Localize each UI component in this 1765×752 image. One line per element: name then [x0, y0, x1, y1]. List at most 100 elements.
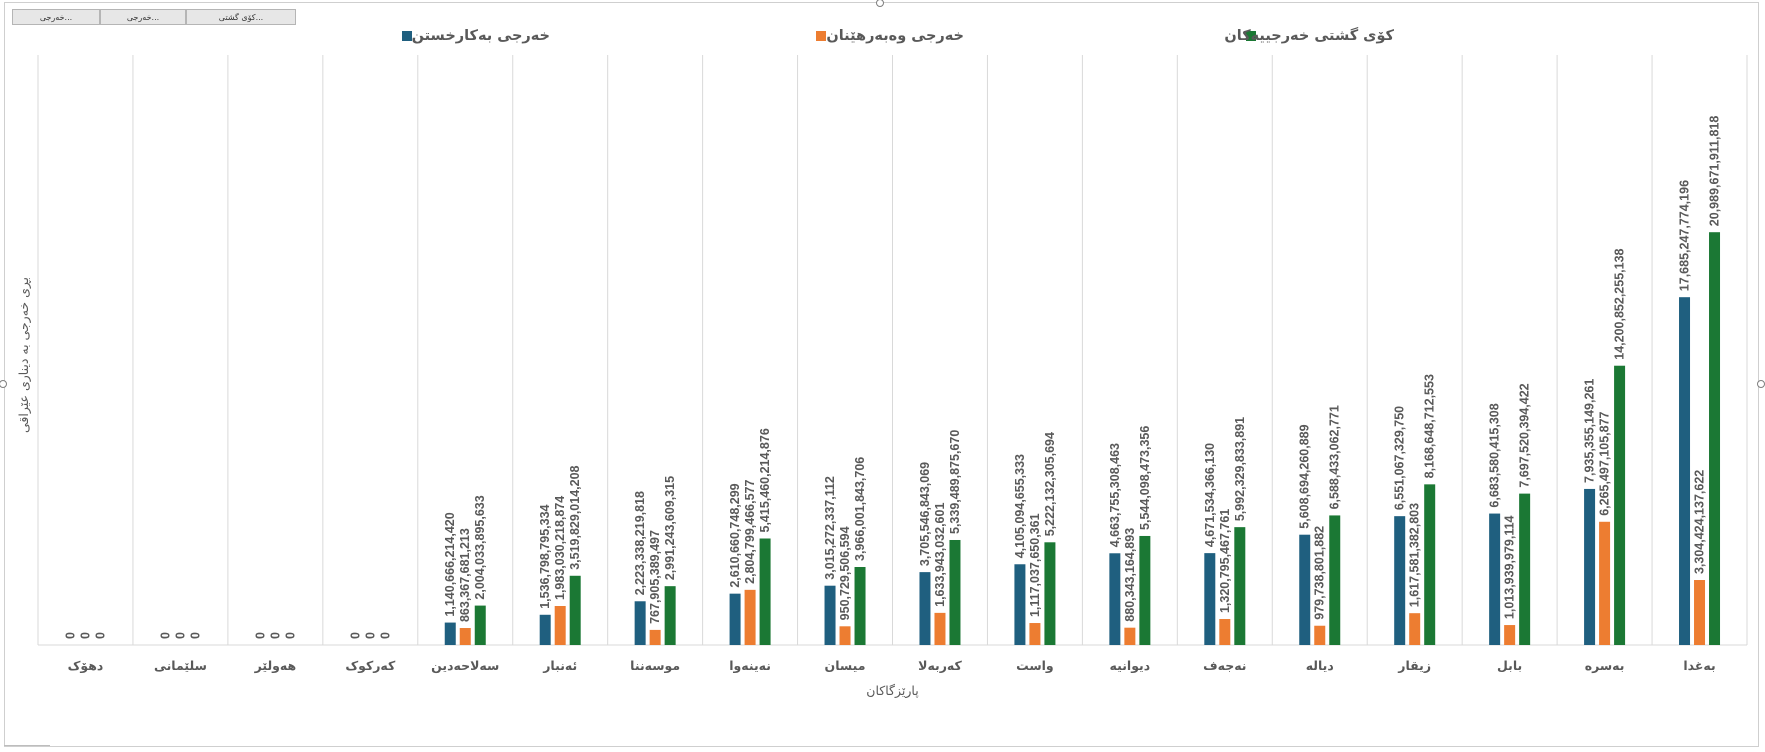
- x-tick-label: میسان: [825, 658, 866, 673]
- bar: [664, 586, 676, 645]
- data-label: 4,671,534,366,130: [1203, 443, 1217, 547]
- resize-handle-top[interactable]: [876, 0, 884, 7]
- data-label: 2,004,033,895,633: [473, 495, 487, 599]
- data-label: 950,729,506,594: [838, 526, 852, 620]
- data-label: 2,223,338,219,818: [633, 491, 647, 595]
- data-label: 14,200,852,255,138: [1613, 248, 1627, 359]
- data-label: 6,265,497,105,877: [1598, 411, 1612, 515]
- bar: [949, 539, 961, 645]
- resize-handle-right[interactable]: [1757, 380, 1765, 388]
- data-label: 1,983,030,218,874: [553, 496, 567, 600]
- bar: [854, 567, 866, 645]
- bar: [1299, 534, 1311, 645]
- legend-swatch: [402, 31, 412, 41]
- data-label: 0: [93, 632, 107, 639]
- field-button-total-expense[interactable]: کۆی گشتی...: [186, 9, 296, 25]
- bar: [1519, 493, 1531, 645]
- data-label: 3,015,272,337,112: [823, 476, 837, 580]
- bar: [1329, 515, 1341, 645]
- x-tick-label: ئەنبار: [542, 658, 577, 673]
- pivot-field-buttons: خەرجی... خەرجی... کۆی گشتی...: [12, 9, 296, 25]
- bar: [634, 601, 646, 645]
- bar: [1489, 513, 1501, 645]
- bar: [459, 628, 471, 645]
- data-label: 767,905,389,497: [648, 530, 662, 624]
- bar: [919, 572, 931, 645]
- bar: [1709, 232, 1721, 645]
- data-label: 5,544,098,473,356: [1138, 426, 1152, 530]
- x-tick-label: موسەننا: [630, 658, 680, 673]
- data-label: 17,685,247,774,196: [1678, 180, 1692, 291]
- x-tick-label: دیوانیە: [1110, 658, 1151, 673]
- data-label: 1,617,581,382,803: [1408, 503, 1422, 607]
- bar: [474, 605, 486, 645]
- bar: [1204, 553, 1216, 645]
- x-tick-label: دیالە: [1306, 658, 1334, 673]
- data-label: 0: [363, 632, 377, 639]
- bar: [934, 612, 946, 645]
- bar: [1014, 564, 1026, 645]
- bar: [1584, 488, 1596, 645]
- legend-label: خەرجی بەکارخستن: [412, 28, 550, 44]
- data-label: 3,304,424,137,622: [1693, 470, 1707, 574]
- data-label: 8,168,648,712,553: [1423, 374, 1437, 478]
- resize-handle-left[interactable]: [0, 380, 7, 388]
- bar: [1424, 484, 1436, 645]
- data-label: 1,117,037,650,361: [1028, 513, 1042, 617]
- bar: [1504, 625, 1516, 645]
- data-label: 7,935,355,149,261: [1583, 379, 1597, 483]
- bar: [1044, 542, 1056, 645]
- bar: [1219, 619, 1231, 645]
- x-tick-label: بەسرە: [1585, 658, 1625, 673]
- x-tick-label: سەلاحەدین: [431, 658, 499, 673]
- bar: [554, 606, 566, 645]
- data-label: 4,663,755,308,463: [1108, 443, 1122, 547]
- x-tick-label: کەرکوک: [345, 658, 396, 673]
- x-tick-label: واست: [1016, 658, 1054, 673]
- data-label: 0: [378, 632, 392, 639]
- bar: [1314, 625, 1326, 645]
- legend-label: کۆی گشتی خەرجییەکان: [1224, 26, 1394, 44]
- bar: [729, 593, 741, 645]
- sheet-corner: [4, 745, 50, 752]
- bar: [1234, 527, 1246, 645]
- bar: [1139, 535, 1151, 645]
- bar: [444, 622, 456, 645]
- bar: [1109, 553, 1121, 645]
- x-axis-title: پارێزگاکان: [866, 683, 919, 699]
- data-label: 3,966,001,843,706: [853, 457, 867, 561]
- data-label: 4,105,094,655,333: [1013, 454, 1027, 558]
- bar: [824, 585, 836, 645]
- x-tick-label: کەربەلا: [918, 658, 962, 673]
- data-label: 7,697,520,394,422: [1518, 383, 1532, 487]
- x-tick-label: نەینەوا: [729, 658, 771, 673]
- x-tick-label: سلێمانی: [154, 658, 207, 673]
- legend-swatch: [816, 31, 826, 41]
- bar: [1124, 627, 1136, 645]
- field-button-operating-expense[interactable]: خەرجی...: [100, 9, 186, 25]
- field-button-investment-expense[interactable]: خەرجی...: [12, 9, 100, 25]
- data-label: 1,320,795,467,761: [1218, 509, 1232, 613]
- data-label: 5,608,694,260,889: [1298, 424, 1312, 528]
- bar: [539, 614, 551, 645]
- data-label: 2,610,660,748,299: [728, 483, 742, 587]
- bar: [1409, 613, 1421, 645]
- data-label: 0: [173, 632, 187, 639]
- bar: [649, 629, 661, 645]
- bar: [744, 589, 756, 645]
- legend-swatch: [1246, 31, 1256, 41]
- x-tick-label: هەولێر: [254, 658, 297, 673]
- data-label: 1,536,798,795,334: [538, 504, 552, 608]
- data-label: 5,415,460,214,876: [758, 428, 772, 532]
- bar: [1614, 365, 1626, 645]
- bar: [1679, 297, 1691, 645]
- bar: [1694, 580, 1706, 645]
- legend-label: خەرجی وەبەرهێنان: [826, 28, 964, 44]
- bar: [1394, 516, 1406, 645]
- data-label: 0: [253, 632, 267, 639]
- y-axis-title: بڕی خەرجی بە دیناری عێراقی: [16, 277, 32, 433]
- data-label: 0: [268, 632, 282, 639]
- data-label: 2,991,243,609,315: [663, 476, 677, 580]
